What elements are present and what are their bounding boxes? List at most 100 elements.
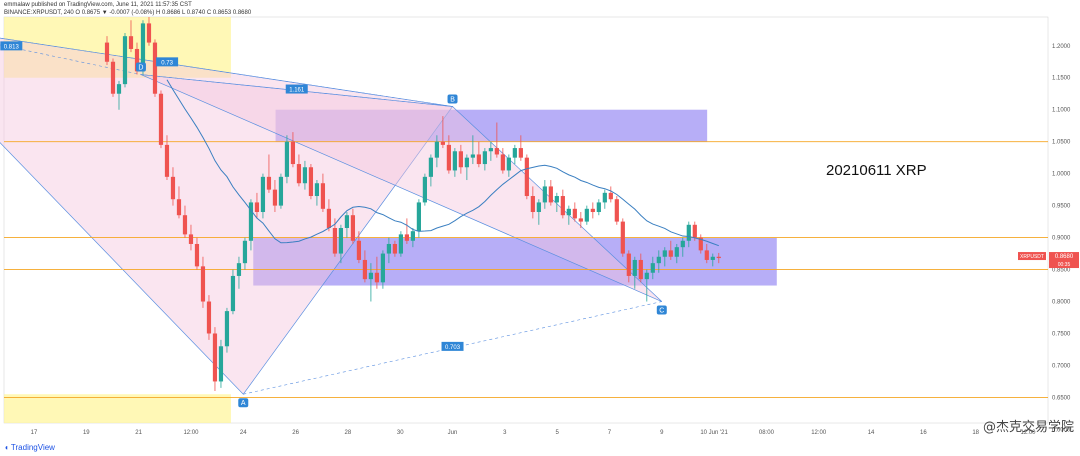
candle-body-36	[320, 183, 326, 209]
candle-body-54	[428, 157, 433, 177]
candle-body-89	[638, 259, 643, 280]
candle-body-96	[680, 240, 685, 248]
candle-body-82	[596, 202, 601, 213]
point-badge-D	[135, 62, 146, 72]
candle-body-97	[686, 224, 691, 241]
x-tick-7: 30	[397, 430, 404, 436]
candle-body-69	[518, 148, 523, 158]
y-tick-1: 1.1500	[1052, 76, 1071, 82]
candle-body-31	[290, 141, 296, 165]
candle-body-40	[344, 215, 350, 228]
y-tick-11: 0.6500	[1052, 395, 1071, 401]
candle-body-41	[350, 215, 356, 241]
candle-body-52	[416, 202, 421, 232]
candle-body-57	[446, 144, 451, 171]
candle-body-15	[194, 243, 200, 267]
candle-body-49	[398, 234, 403, 254]
price-badge-countdown: 00:35	[1058, 262, 1071, 268]
candle-body-74	[548, 186, 553, 203]
candle-body-58	[452, 151, 457, 171]
candle-body-8	[152, 42, 158, 94]
candle-body-70	[524, 157, 529, 197]
candle-body-27	[266, 176, 272, 190]
candle-body-25	[254, 202, 260, 213]
point-label-A: A	[241, 400, 246, 407]
point-label-B: B	[450, 97, 455, 104]
candle-body-29	[278, 176, 284, 206]
price-badge-value: 0.8680	[1055, 254, 1074, 260]
point-badge-B	[447, 94, 458, 104]
candle-body-95	[674, 247, 679, 257]
candle-body-73	[542, 186, 547, 203]
tradingview-logo-icon: ◖	[4, 443, 11, 452]
candle-body-23	[242, 240, 248, 264]
candle-body-45	[374, 272, 380, 283]
candle-body-81	[590, 208, 595, 213]
candle-body-79	[578, 218, 583, 222]
candle-body-4	[128, 36, 134, 49]
y-tick-12: 0.6000	[1052, 427, 1071, 433]
ratio-label-2: 1.161	[289, 88, 305, 94]
candle-body-46	[380, 253, 386, 283]
candle-body-62	[476, 154, 481, 165]
candle-body-93	[662, 250, 667, 257]
candle-body-84	[608, 192, 613, 200]
candle-body-2	[116, 84, 122, 94]
candle-body-86	[620, 221, 625, 254]
candle-body-94	[668, 250, 673, 257]
candle-body-43	[362, 259, 368, 280]
chart-header-line2: BINANCE:XRPUSDT, 240 O 0.8675 ▼ -0.0007 …	[4, 10, 252, 16]
candle-body-47	[386, 243, 392, 254]
tradingview-brand[interactable]: ◖ TradingView	[4, 443, 55, 452]
ratio-badge-0	[156, 57, 179, 67]
y-tick-3: 1.0500	[1052, 140, 1071, 146]
candle-body-90	[644, 272, 649, 280]
x-tick-15: 12:00	[811, 430, 827, 436]
candle-body-34	[308, 167, 314, 197]
candle-body-66	[500, 154, 505, 171]
candle-body-19	[218, 346, 224, 382]
y-tick-0: 1.2000	[1052, 44, 1071, 50]
candle-body-65	[494, 148, 499, 155]
candle-body-71	[530, 196, 535, 213]
candle-body-20	[224, 311, 230, 347]
x-tick-18: 18	[972, 430, 979, 436]
candle-body-22	[236, 263, 242, 276]
candle-body-11	[170, 176, 176, 200]
x-tick-17: 16	[920, 430, 927, 436]
y-tick-8: 0.8000	[1052, 300, 1071, 306]
candle-body-77	[566, 208, 571, 216]
x-tick-4: 24	[240, 430, 247, 436]
plot-area	[3, 16, 1049, 424]
candle-body-18	[212, 333, 218, 382]
point-badge-A	[238, 398, 249, 408]
x-tick-5: 26	[292, 430, 299, 436]
y-tick-9: 0.7500	[1052, 331, 1071, 337]
candle-body-24	[248, 202, 254, 241]
candle-body-101	[710, 256, 715, 260]
candle-body-9	[158, 93, 164, 145]
candle-body-12	[176, 199, 182, 216]
candle-body-88	[632, 259, 637, 276]
candle-body-59	[458, 151, 463, 168]
x-tick-13: 10 Jun '21	[700, 430, 728, 436]
candle-body-72	[536, 202, 541, 213]
x-tick-2: 21	[135, 430, 142, 436]
x-tick-16: 14	[868, 430, 875, 436]
candle-body-64	[488, 148, 493, 152]
candle-body-56	[440, 141, 445, 145]
y-tick-2: 1.1000	[1052, 108, 1071, 114]
candle-body-3	[122, 36, 128, 85]
zone-yellow-3	[4, 394, 231, 423]
corner-watermark: @杰克交易学院	[982, 420, 1074, 435]
candle-body-32	[296, 164, 302, 184]
candle-body-68	[512, 148, 517, 158]
x-tick-0: 17	[31, 430, 38, 436]
candle-body-26	[260, 176, 266, 213]
candle-body-60	[464, 157, 469, 168]
ratio-label-0: 0.73	[161, 60, 173, 66]
moving-average-line	[166, 79, 719, 247]
candle-body-42	[356, 240, 362, 260]
candle-body-80	[584, 208, 589, 222]
